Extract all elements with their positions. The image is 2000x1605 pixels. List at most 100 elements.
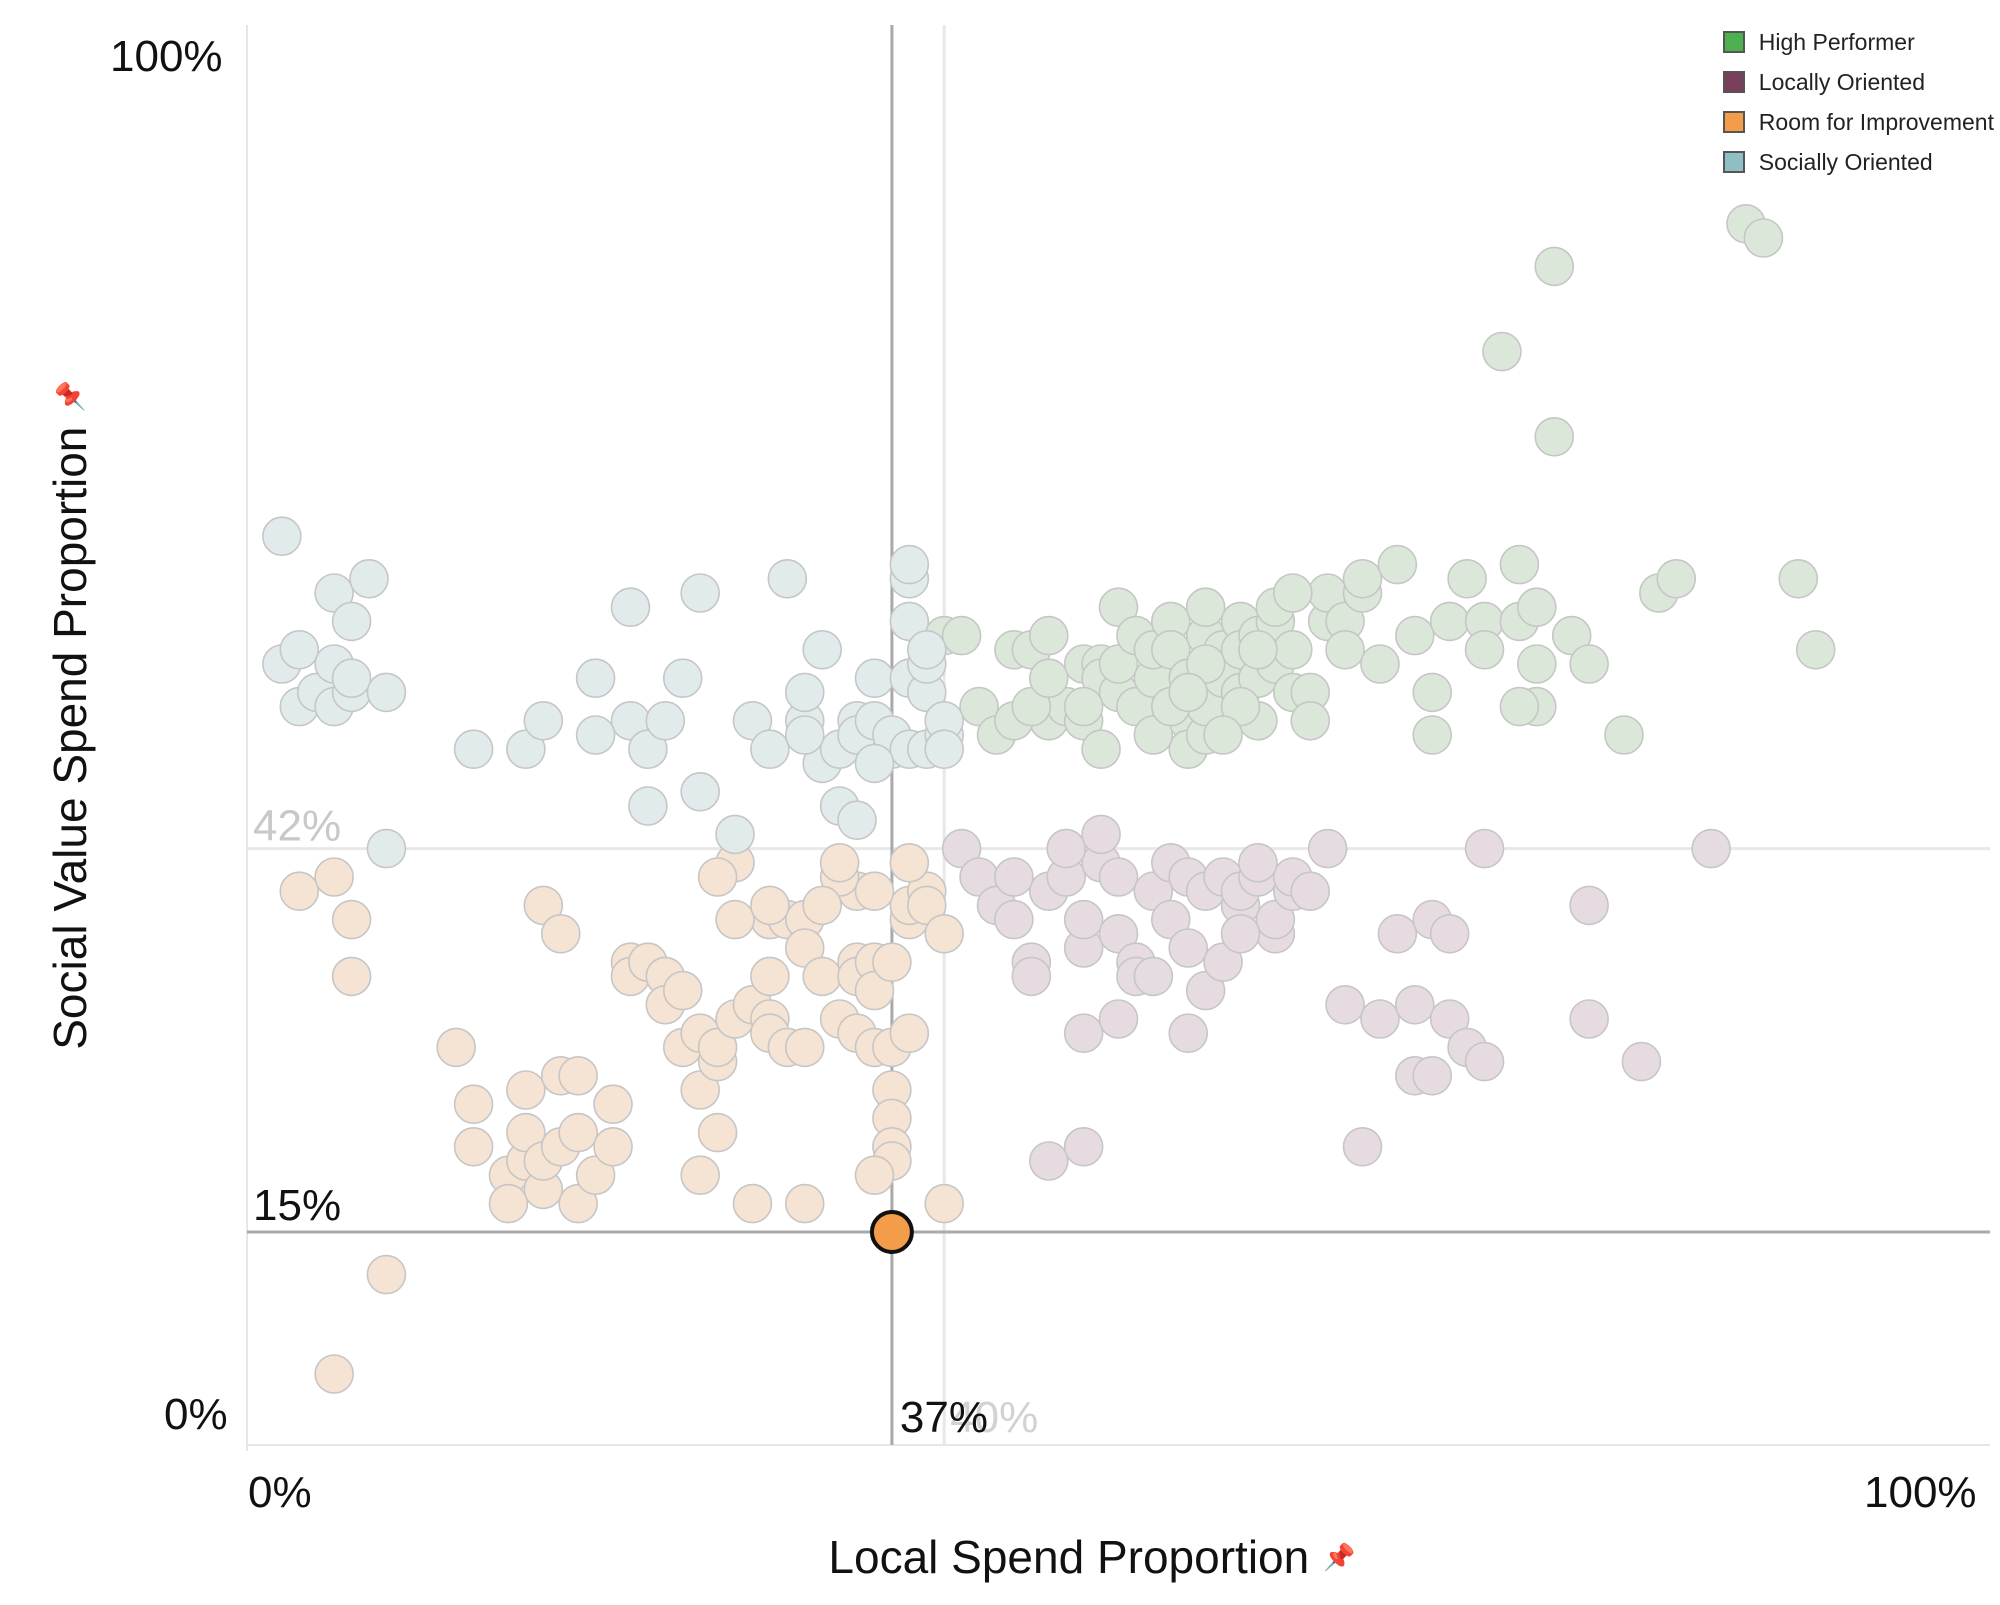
data-point-locally-oriented [1395,984,1435,1025]
data-point-socially-oriented [331,601,372,642]
data-point-locally-oriented [1238,842,1278,883]
data-point-high-performer [1412,715,1453,755]
data-point-high-performer [1604,715,1644,755]
legend-label: High Performer [1758,28,1915,55]
data-point-high-performer [1395,615,1435,656]
data-point-room-for-improvement [819,842,860,883]
data-point-room-for-improvement [506,1112,546,1153]
data-point-room-for-improvement [906,885,947,926]
average-x-label: 40% [950,1393,1038,1442]
data-point-high-performer [1273,573,1313,613]
data-point-locally-oriented [1464,1041,1505,1082]
data-point-room-for-improvement [488,1183,529,1224]
y-tick-max: 100% [110,32,223,81]
legend-item-room-for-improvement[interactable]: Room for Improvement [1722,102,1994,142]
data-point-room-for-improvement [436,1027,476,1068]
data-point-socially-oriented [924,729,965,770]
data-point-locally-oriented [1168,928,1209,968]
data-point-room-for-improvement [750,885,790,926]
data-point-room-for-improvement [593,1084,633,1124]
data-point-locally-oriented [1325,984,1365,1025]
x-tick-min: 0% [248,1468,312,1517]
legend-item-high-performer[interactable]: High Performer [1722,22,1994,62]
data-point-locally-oriented [994,899,1034,940]
data-point-high-performer [1656,558,1697,599]
data-point-socially-oriented [837,800,877,841]
data-point-locally-oriented [1360,999,1400,1039]
legend-swatch [1722,151,1745,173]
data-point-room-for-improvement [802,956,842,997]
data-point-socially-oriented [732,700,773,741]
data-point-room-for-improvement [732,1183,773,1224]
data-point-high-performer [1377,544,1418,585]
data-point-locally-oriented [1342,1127,1383,1167]
reference-lines [247,25,1990,1445]
data-point-high-performer [1464,629,1505,670]
data-point-socially-oriented [506,729,546,770]
legend-item-socially-oriented[interactable]: Socially Oriented [1722,142,1994,182]
data-point-room-for-improvement [558,1183,598,1224]
x-axis-title: Local Spend Proportion 📌 [828,1530,1355,1584]
data-point-room-for-improvement [593,1127,633,1167]
data-point-locally-oriented [1220,913,1261,954]
data-point-room-for-improvement [854,1155,895,1195]
data-point-high-performer [1360,644,1400,684]
data-point-high-performer [1028,658,1069,699]
data-point-high-performer [1185,587,1226,628]
data-point-socially-oriented [279,629,320,670]
data-point-locally-oriented [1098,857,1139,897]
pin-icon[interactable]: 📌 [1323,1541,1356,1572]
data-point-high-performer [1028,615,1069,656]
data-point-locally-oriented [1028,1141,1069,1181]
data-point-socially-oriented [262,516,302,557]
data-point-locally-oriented [1098,999,1139,1039]
data-point-high-performer [1482,331,1522,372]
data-point-room-for-improvement [314,857,354,897]
selected-y-label: 15% [253,1181,341,1230]
data-point-room-for-improvement [279,871,320,912]
data-point-locally-oriented [1569,885,1609,926]
data-point-socially-oriented [889,544,930,585]
x-tick-max: 100% [1864,1468,1977,1517]
y-axis-title-text: Social Value Spend Proportion [44,426,96,1050]
data-point-room-for-improvement [889,842,930,883]
data-point-high-performer [1168,672,1209,713]
data-point-locally-oriented [1429,913,1470,954]
data-point-socially-oriented [366,828,407,869]
data-point-high-performer [1220,686,1261,727]
legend-label: Room for Improvement [1758,108,1994,135]
data-point-high-performer [1185,644,1226,684]
data-point-high-performer [1133,715,1174,755]
data-point-room-for-improvement [680,1070,720,1110]
data-point-high-performer [1795,629,1836,670]
data-point-locally-oriented [1081,814,1121,855]
data-point-locally-oriented [1063,1013,1104,1053]
data-point-locally-oriented [1098,913,1139,954]
legend-item-locally-oriented[interactable]: Locally Oriented [1722,62,1994,102]
data-point-socially-oriented [645,700,686,741]
pin-icon[interactable]: 📌 [54,380,85,413]
legend-label: Socially Oriented [1758,148,1933,175]
data-point-room-for-improvement [854,871,895,912]
data-point-room-for-improvement [854,970,895,1011]
data-point-room-for-improvement [558,1112,598,1153]
legend-swatch [1722,31,1745,53]
data-point-high-performer [1429,601,1470,642]
average-y-label: 42% [253,802,341,851]
data-point-locally-oriented [1464,828,1505,869]
legend: High Performer Locally Oriented Room for… [1722,22,1994,182]
data-point-socially-oriented [349,558,389,599]
data-point-socially-oriented [575,715,616,755]
data-point-locally-oriented [1203,942,1243,983]
data-point-locally-oriented [1168,1013,1209,1053]
data-point-high-performer [1081,729,1121,770]
data-point-room-for-improvement [784,1027,825,1068]
data-point-room-for-improvement [697,857,738,897]
data-point-locally-oriented [1621,1041,1662,1082]
data-point-room-for-improvement [924,1183,965,1224]
reference-labels: 42% 40% 15% 37% [253,802,1038,1442]
data-point-room-for-improvement [784,1183,825,1224]
data-point-locally-oriented [1063,899,1104,940]
data-point-socially-oriented [802,629,842,670]
